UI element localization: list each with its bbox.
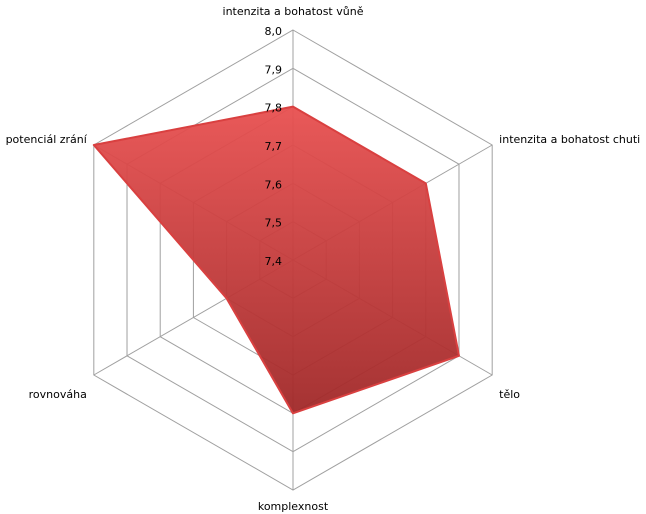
tick-label: 7,8	[265, 102, 283, 115]
category-label: intenzita a bohatost vůně	[223, 5, 364, 18]
tick-label: 7,5	[265, 217, 283, 230]
category-label: potenciál zrání	[6, 133, 88, 146]
labels: 7,4 7,5 7,6 7,7 7,8 7,9 8,0 intenzita a bohatos…	[6, 5, 641, 513]
plot	[92, 105, 460, 415]
category-label: intenzita a bohatost chuti	[499, 133, 640, 146]
category-label: rovnováha	[29, 388, 87, 401]
radar-area	[92, 105, 460, 415]
tick-label: 7,9	[265, 63, 283, 76]
tick-label: 8,0	[265, 25, 283, 38]
tick-label: 7,7	[265, 140, 283, 153]
category-label: tělo	[499, 388, 520, 401]
tick-label: 7,6	[265, 178, 283, 191]
category-label: komplexnost	[258, 500, 329, 513]
tick-label: 7,4	[265, 255, 283, 268]
